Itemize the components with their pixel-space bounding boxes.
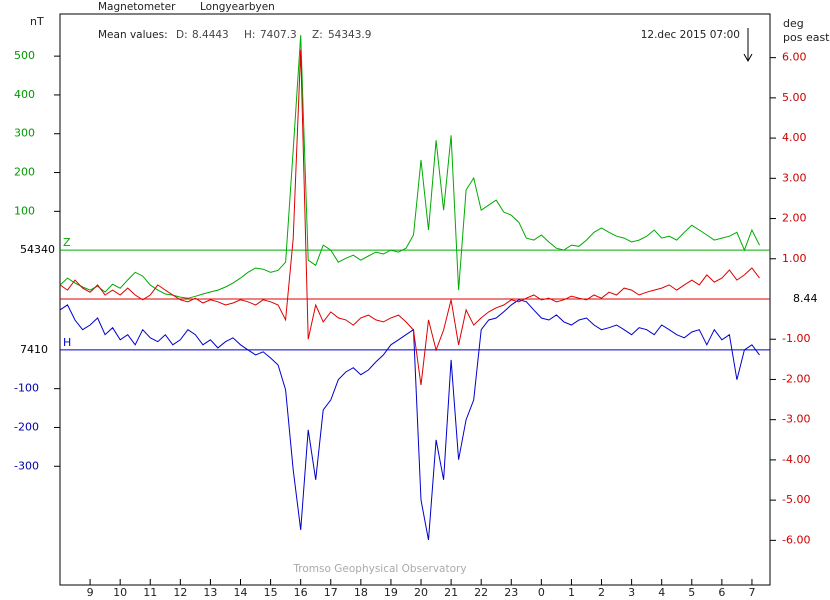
x-tick-label: 4 (658, 586, 665, 599)
y2-tick-label: 1.00 (782, 252, 807, 265)
x-tick-label: 1 (568, 586, 575, 599)
baseline-label: 54340 (20, 243, 55, 256)
x-tick-label: 10 (113, 586, 127, 599)
x-tick-label: 5 (688, 586, 695, 599)
series-line (59, 35, 760, 299)
y2-tick-label: 5.00 (782, 91, 807, 104)
y2-tick-label: -1.00 (782, 332, 810, 345)
y-tick-label: 500 (14, 49, 35, 62)
x-tick-label: 23 (504, 586, 518, 599)
y2-tick-label: -5.00 (782, 493, 810, 506)
x-tick-label: 0 (538, 586, 545, 599)
series-label: Z (63, 236, 71, 249)
x-tick-label: 15 (264, 586, 278, 599)
x-tick-label: 22 (474, 586, 488, 599)
y-tick-label: -300 (14, 459, 39, 472)
mean-value: 8.4443 (192, 29, 229, 41)
x-tick-label: 16 (294, 586, 308, 599)
y-tick-label: 100 (14, 204, 35, 217)
y2-tick-label: 2.00 (782, 212, 807, 225)
x-tick-label: 7 (748, 586, 755, 599)
y2-tick-label: 4.00 (782, 131, 807, 144)
y2-axis-label: pos east (783, 31, 830, 44)
x-tick-label: 3 (628, 586, 635, 599)
x-tick-label: 9 (87, 586, 94, 599)
x-tick-label: 20 (414, 586, 428, 599)
mean-value: 54343.9 (328, 29, 371, 41)
y-tick-label: 300 (14, 127, 35, 140)
mean-value: 7407.3 (260, 29, 297, 41)
baseline-label: 8.44 (793, 292, 818, 305)
baseline-label: 7410 (20, 343, 48, 356)
y2-tick-label: 6.00 (782, 51, 807, 64)
y-axis-label: nT (30, 15, 44, 28)
y2-tick-label: -6.00 (782, 533, 810, 546)
x-tick-label: 14 (234, 586, 248, 599)
y2-tick-label: -3.00 (782, 413, 810, 426)
series-line (59, 299, 760, 541)
y2-tick-label: 3.00 (782, 171, 807, 184)
x-tick-label: 17 (324, 586, 338, 599)
mean-value-name: D: (176, 29, 188, 41)
y-tick-label: 200 (14, 166, 35, 179)
mean-values-label: Mean values: (98, 29, 168, 41)
x-tick-label: 19 (384, 586, 398, 599)
y-tick-label: 400 (14, 88, 35, 101)
series-label: H (63, 336, 71, 349)
y-tick-label: -200 (14, 420, 39, 433)
mean-value-name: H: (244, 29, 255, 41)
x-tick-label: 6 (718, 586, 725, 599)
y-tick-label: -100 (14, 382, 39, 395)
mean-value-name: Z: (312, 29, 323, 41)
chart-title: Magnetometer (98, 1, 176, 13)
arrow (743, 28, 753, 63)
series-line (59, 49, 760, 386)
x-tick-label: 21 (444, 586, 458, 599)
x-tick-label: 2 (598, 586, 605, 599)
timestamp: 12.dec 2015 07:00 (641, 29, 740, 41)
x-tick-label: 12 (173, 586, 187, 599)
x-tick-label: 13 (203, 586, 217, 599)
plot-frame (59, 13, 771, 586)
credit: Tromso Geophysical Observatory (292, 563, 466, 575)
chart-subtitle: Longyearbyen (200, 1, 275, 13)
y2-tick-label: -2.00 (782, 372, 810, 385)
y2-tick-label: -4.00 (782, 453, 810, 466)
x-tick-label: 18 (354, 586, 368, 599)
y2-axis-label: deg (783, 17, 804, 30)
x-tick-label: 11 (143, 586, 157, 599)
